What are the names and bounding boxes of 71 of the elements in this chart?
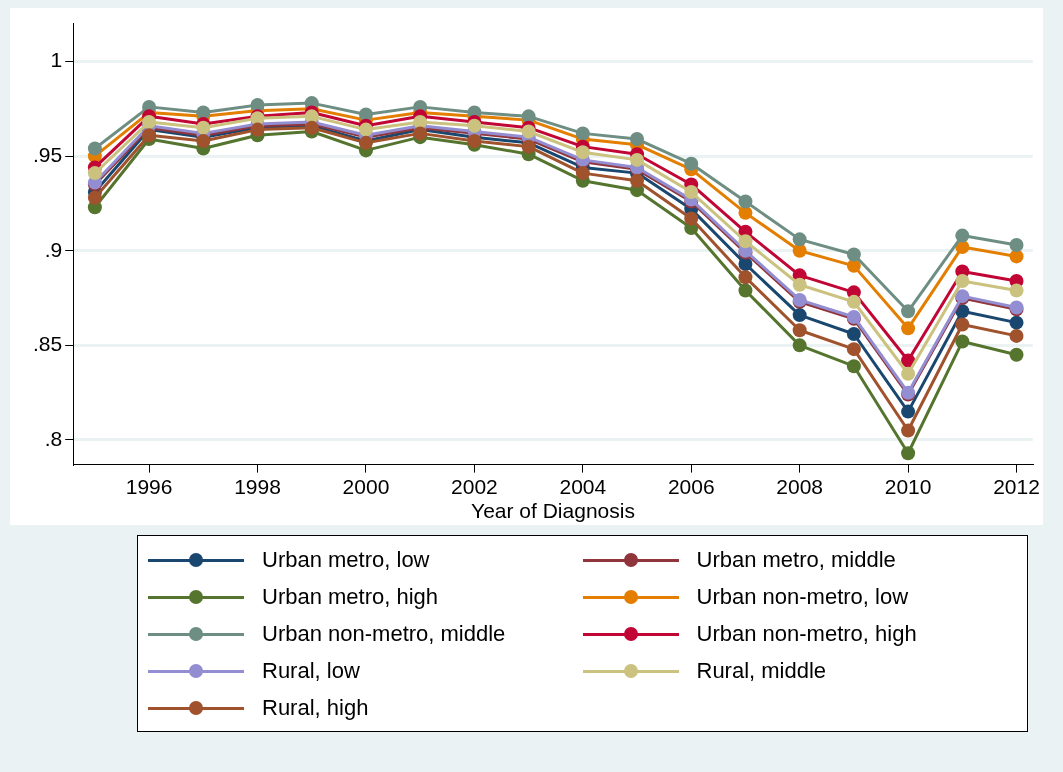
point [901, 446, 916, 461]
y-tick-label: .85 [32, 332, 63, 356]
point [792, 323, 807, 338]
legend-label: Urban metro, high [262, 583, 439, 610]
point [142, 128, 157, 143]
point [196, 120, 211, 135]
point [846, 294, 861, 309]
point [846, 342, 861, 357]
x-tick-label: 2010 [884, 475, 932, 498]
point [738, 283, 753, 298]
x-tick-label: 2004 [559, 475, 607, 498]
point [630, 173, 645, 188]
point [901, 353, 916, 368]
point [846, 247, 861, 262]
x-tick-label: 1996 [125, 475, 173, 498]
legend-label: Urban metro, low [262, 546, 430, 573]
legend-label: Rural, high [262, 694, 369, 721]
point [901, 423, 916, 438]
legend-label: Urban non-metro, middle [262, 620, 506, 647]
point [846, 359, 861, 374]
y-tick-label: .8 [44, 426, 63, 450]
legend-label: Rural, low [262, 657, 360, 684]
point [901, 404, 916, 419]
legend-label: Urban metro, middle [696, 546, 896, 573]
point [901, 321, 916, 336]
point [955, 334, 970, 349]
point [1009, 315, 1024, 330]
legend-label: Rural, middle [696, 657, 827, 684]
point [575, 126, 590, 141]
y-tick-label: 1 [50, 48, 63, 72]
point [738, 234, 753, 249]
point [684, 156, 699, 171]
point [684, 185, 699, 200]
point [955, 317, 970, 332]
point [521, 139, 536, 154]
point [738, 194, 753, 209]
point [792, 308, 807, 323]
x-tick-label: 2000 [342, 475, 390, 498]
point [792, 338, 807, 353]
point [792, 232, 807, 247]
point [630, 152, 645, 167]
x-axis-title: Year of Diagnosis [471, 499, 635, 523]
point [955, 274, 970, 289]
legend-label: Urban non-metro, low [696, 583, 909, 610]
legend-label: Urban non-metro, high [696, 620, 917, 647]
point [684, 211, 699, 226]
point [792, 277, 807, 292]
point [955, 228, 970, 243]
point [87, 166, 102, 181]
point [575, 145, 590, 160]
x-tick-label: 2006 [667, 475, 715, 498]
point [846, 327, 861, 341]
point [1009, 283, 1024, 298]
point [901, 366, 916, 381]
point [413, 126, 428, 141]
point [521, 124, 536, 139]
point [1009, 347, 1024, 362]
point [901, 304, 916, 319]
point [1009, 328, 1024, 343]
y-tick-label: .9 [44, 237, 63, 261]
point [630, 132, 645, 147]
x-tick-label: 2002 [451, 475, 498, 498]
x-tick-label: 2012 [993, 475, 1040, 498]
point [87, 190, 102, 205]
point [87, 141, 102, 156]
y-tick-label: .95 [32, 142, 63, 166]
point [846, 258, 861, 273]
x-tick-label: 2008 [776, 475, 824, 498]
point [1009, 238, 1024, 253]
point [738, 270, 753, 285]
x-tick-label: 1998 [234, 475, 281, 498]
